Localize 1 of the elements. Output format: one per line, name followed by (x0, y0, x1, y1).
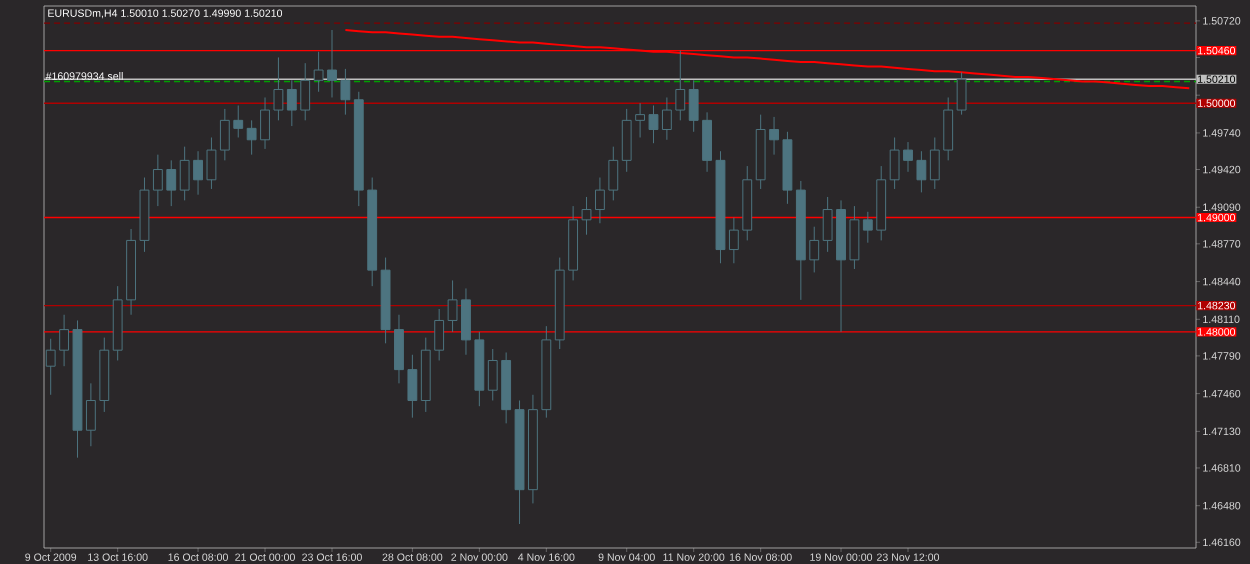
candlestick (956, 71, 967, 116)
